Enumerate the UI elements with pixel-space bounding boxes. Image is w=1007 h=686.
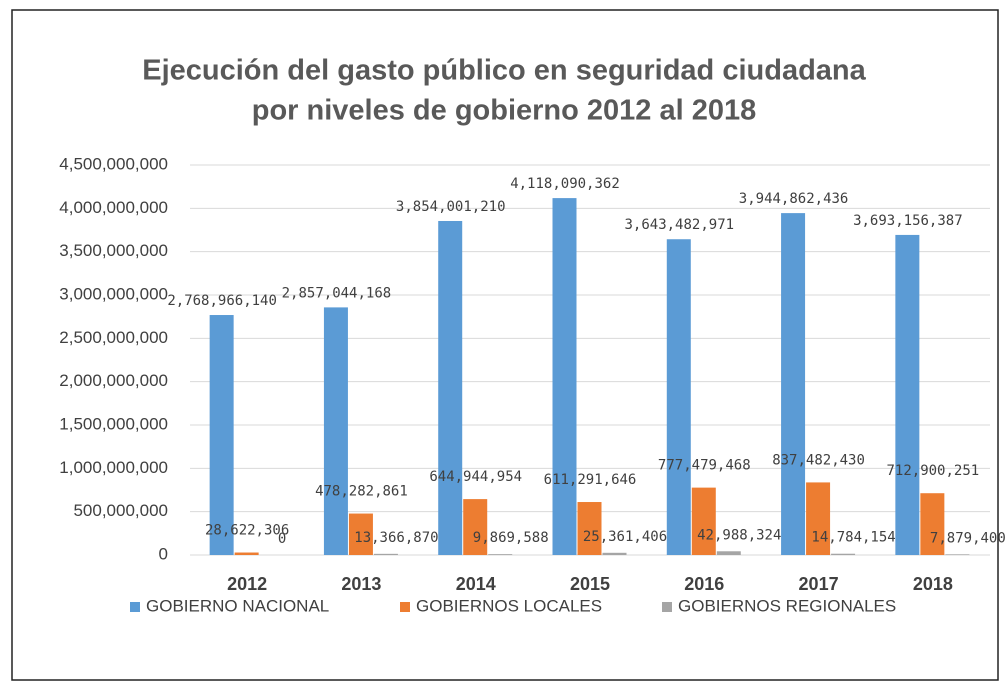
data-label: 7,879,400 <box>930 530 1006 546</box>
data-label: 611,291,646 <box>544 472 637 488</box>
x-tick-label: 2012 <box>227 574 267 594</box>
data-label: 14,784,154 <box>811 530 895 546</box>
y-tick-label: 1,500,000,000 <box>59 414 168 433</box>
data-label: 644,944,954 <box>429 469 522 485</box>
bar <box>348 513 373 555</box>
y-tick-label: 500,000,000 <box>73 501 168 520</box>
legend-swatch <box>400 602 410 612</box>
y-tick-label: 4,000,000,000 <box>59 198 168 217</box>
x-tick-label: 2017 <box>799 574 839 594</box>
data-label: 712,900,251 <box>886 463 979 479</box>
data-label: 0 <box>278 531 286 547</box>
data-label: 13,366,870 <box>354 530 438 546</box>
data-label: 42,988,324 <box>697 527 781 543</box>
y-tick-label: 2,000,000,000 <box>59 371 168 390</box>
data-label: 25,361,406 <box>583 529 667 545</box>
bar <box>602 552 627 555</box>
x-tick-label: 2013 <box>341 574 381 594</box>
bar <box>806 482 831 555</box>
bar <box>716 551 741 555</box>
bar <box>691 487 716 555</box>
y-tick-label: 4,500,000,000 <box>59 154 168 173</box>
bar <box>323 307 348 555</box>
data-label: 478,282,861 <box>315 484 408 500</box>
data-label: 3,854,001,210 <box>396 199 506 215</box>
y-tick-label: 3,500,000,000 <box>59 241 168 260</box>
bar <box>781 213 806 555</box>
data-label: 28,622,306 <box>205 523 289 539</box>
legend-swatch <box>662 602 672 612</box>
data-label: 3,643,482,971 <box>624 217 734 233</box>
data-label: 2,857,044,168 <box>282 285 392 301</box>
data-label: 3,944,862,436 <box>739 191 849 207</box>
bar <box>831 553 856 555</box>
data-label: 3,693,156,387 <box>853 213 963 229</box>
chart-subtitle: por niveles de gobierno 2012 al 2018 <box>252 95 757 127</box>
y-tick-label: 0 <box>159 544 168 563</box>
y-tick-label: 1,000,000,000 <box>59 458 168 477</box>
bar <box>234 552 259 555</box>
x-tick-label: 2016 <box>684 574 724 594</box>
bar <box>209 315 234 555</box>
bar <box>577 502 602 555</box>
legend-swatch <box>130 602 140 612</box>
data-label: 777,479,468 <box>658 458 751 474</box>
legend-label: GOBIERNOS REGIONALES <box>678 596 896 615</box>
data-label: 9,869,588 <box>473 530 549 546</box>
bar <box>895 234 920 555</box>
bar <box>552 198 577 556</box>
bar <box>945 554 970 555</box>
x-tick-label: 2018 <box>913 574 953 594</box>
legend-label: GOBIERNOS LOCALES <box>416 596 602 615</box>
bar <box>438 220 463 555</box>
bar <box>488 554 513 555</box>
bar <box>666 239 691 555</box>
chart-frame <box>11 9 999 681</box>
data-label: 2,768,966,140 <box>167 293 277 309</box>
bar <box>920 493 945 555</box>
x-tick-label: 2014 <box>456 574 496 594</box>
bar <box>373 553 398 555</box>
data-label: 4,118,090,362 <box>510 176 620 192</box>
chart-title: Ejecución del gasto público en seguridad… <box>142 55 866 87</box>
legend-label: GOBIERNO NACIONAL <box>146 596 329 615</box>
y-tick-label: 2,500,000,000 <box>59 328 168 347</box>
x-tick-label: 2015 <box>570 574 610 594</box>
bar <box>463 499 488 555</box>
data-label: 837,482,430 <box>772 452 865 468</box>
y-tick-label: 3,000,000,000 <box>59 284 168 303</box>
